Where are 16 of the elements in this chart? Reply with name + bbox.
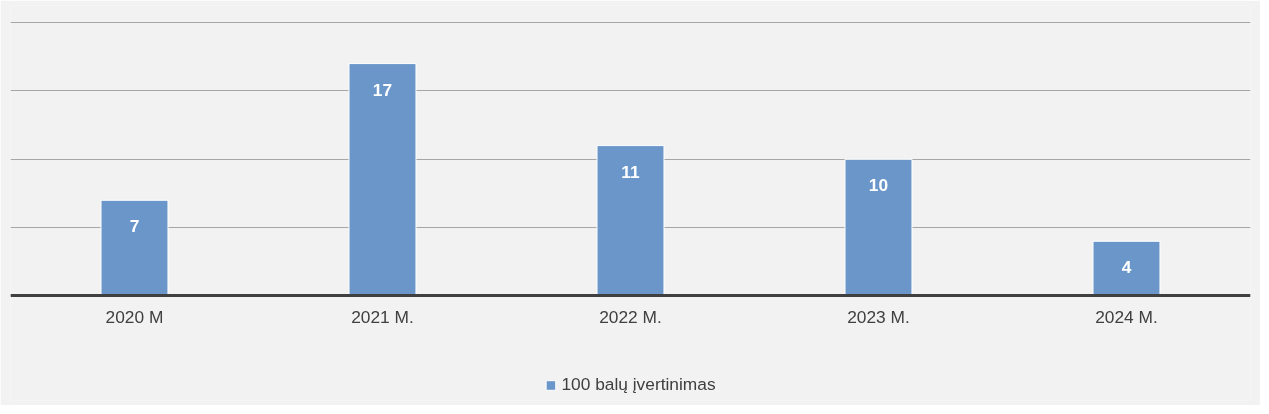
x-tick-label: 2021 M. [351,306,414,327]
data-label: 10 [868,175,889,196]
bar [348,63,417,297]
bar [596,145,665,297]
legend-label: 100 balų įvertinimas [561,374,716,395]
bar [100,199,169,297]
bar [844,158,913,297]
data-label: 4 [1121,257,1132,278]
x-tick-label: 2023 M. [847,306,910,327]
x-tick-label: 2020 M [105,306,164,327]
x-tick-label: 2022 M. [599,306,662,327]
data-label: 11 [621,161,641,182]
data-label: 7 [129,216,140,237]
bar [1092,240,1161,297]
data-label: 17 [372,79,393,100]
x-tick-label: 2024 M. [1095,306,1158,327]
